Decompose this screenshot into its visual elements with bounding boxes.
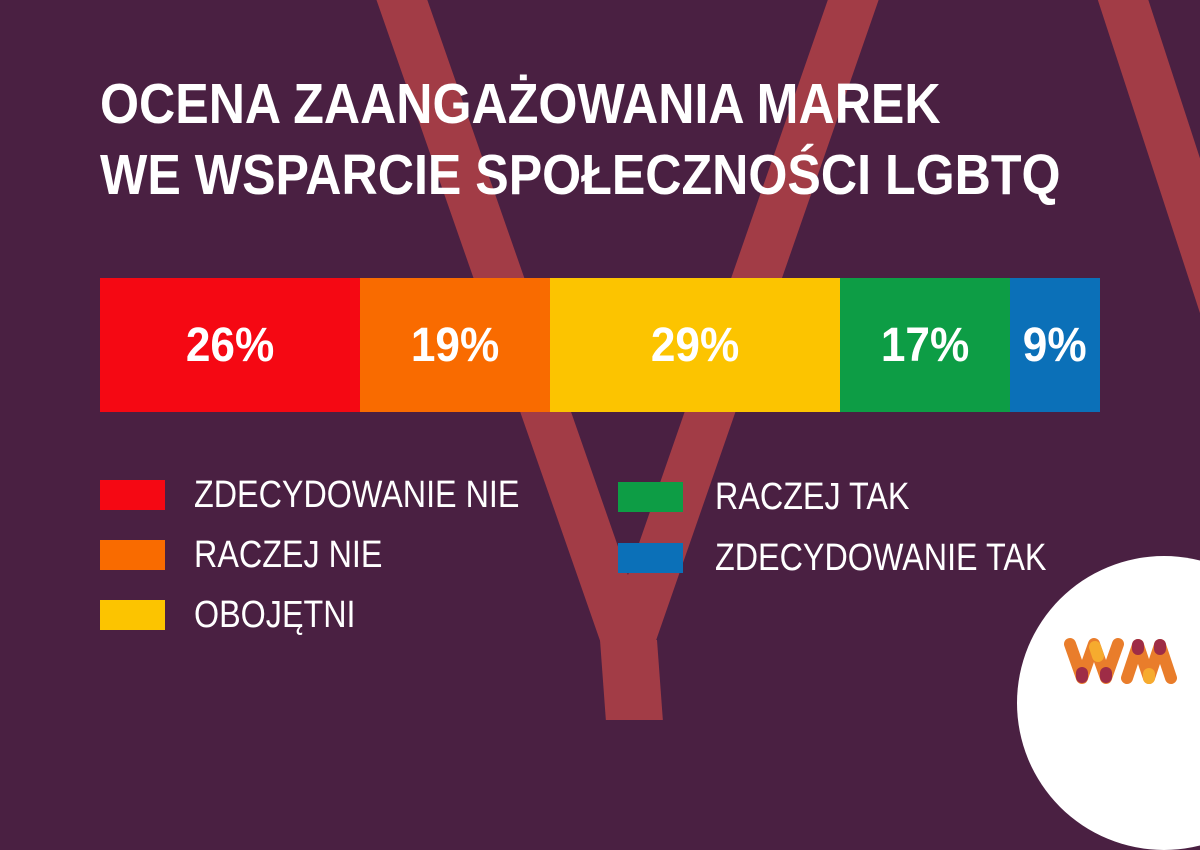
title-line-1: OCENA ZAANGAŻOWANIA MAREK <box>100 72 941 136</box>
stacked-bar: 26% 19% 29% 17% 9% <box>100 278 1100 412</box>
logo-amber-tip-w <box>1089 641 1104 662</box>
infographic-canvas: { "theme": { "background": "#4A2042", "t… <box>100 0 1200 850</box>
bar-segment-value: 17% <box>880 318 970 372</box>
bar-segment-2: 19% <box>360 278 550 412</box>
legend-label: ZDECYDOWANIE NIE <box>194 473 520 516</box>
legend-label: RACZEJ NIE <box>194 533 383 576</box>
wm-logo-icon <box>1064 638 1177 684</box>
bar-segment-1: 26% <box>100 278 360 412</box>
legend-item: OBOJĘTNI <box>100 594 577 636</box>
legend-swatch <box>100 480 165 510</box>
legend-swatch <box>100 540 165 570</box>
legend-item: RACZEJ NIE <box>100 534 577 576</box>
legend-item: RACZEJ TAK <box>618 476 1105 518</box>
bar-segment-value: 19% <box>410 318 500 372</box>
legend-column-right: RACZEJ TAK ZDECYDOWANIE TAK <box>618 476 1105 604</box>
legend-item: ZDECYDOWANIE NIE <box>100 474 577 516</box>
legend-item: ZDECYDOWANIE TAK <box>618 537 1105 579</box>
watermark-right-stroke <box>1097 0 1200 314</box>
legend-label: RACZEJ TAK <box>715 475 910 518</box>
legend-label: ZDECYDOWANIE TAK <box>715 536 1047 579</box>
bar-segment-3: 29% <box>550 278 840 412</box>
bar-segment-5: 9% <box>1010 278 1100 412</box>
legend-swatch <box>618 482 683 512</box>
bar-segment-value: 26% <box>185 318 275 372</box>
title-line-2: WE WSPARCIE SPOŁECZNOŚCI LGBTQ <box>100 143 1061 207</box>
bar-segment-value: 29% <box>650 318 740 372</box>
bar-segment-4: 17% <box>840 278 1010 412</box>
legend-label: OBOJĘTNI <box>194 593 356 636</box>
legend-swatch <box>618 543 683 573</box>
bar-segment-value: 9% <box>1023 318 1087 372</box>
watermark-w-icon <box>376 0 1200 720</box>
legend-swatch <box>100 600 165 630</box>
watermark-v-tail <box>600 640 663 720</box>
legend-column-left: ZDECYDOWANIE NIE RACZEJ NIE OBOJĘTNI <box>100 474 577 660</box>
page-title: OCENA ZAANGAŻOWANIA MAREK WE WSPARCIE SP… <box>100 69 1060 211</box>
